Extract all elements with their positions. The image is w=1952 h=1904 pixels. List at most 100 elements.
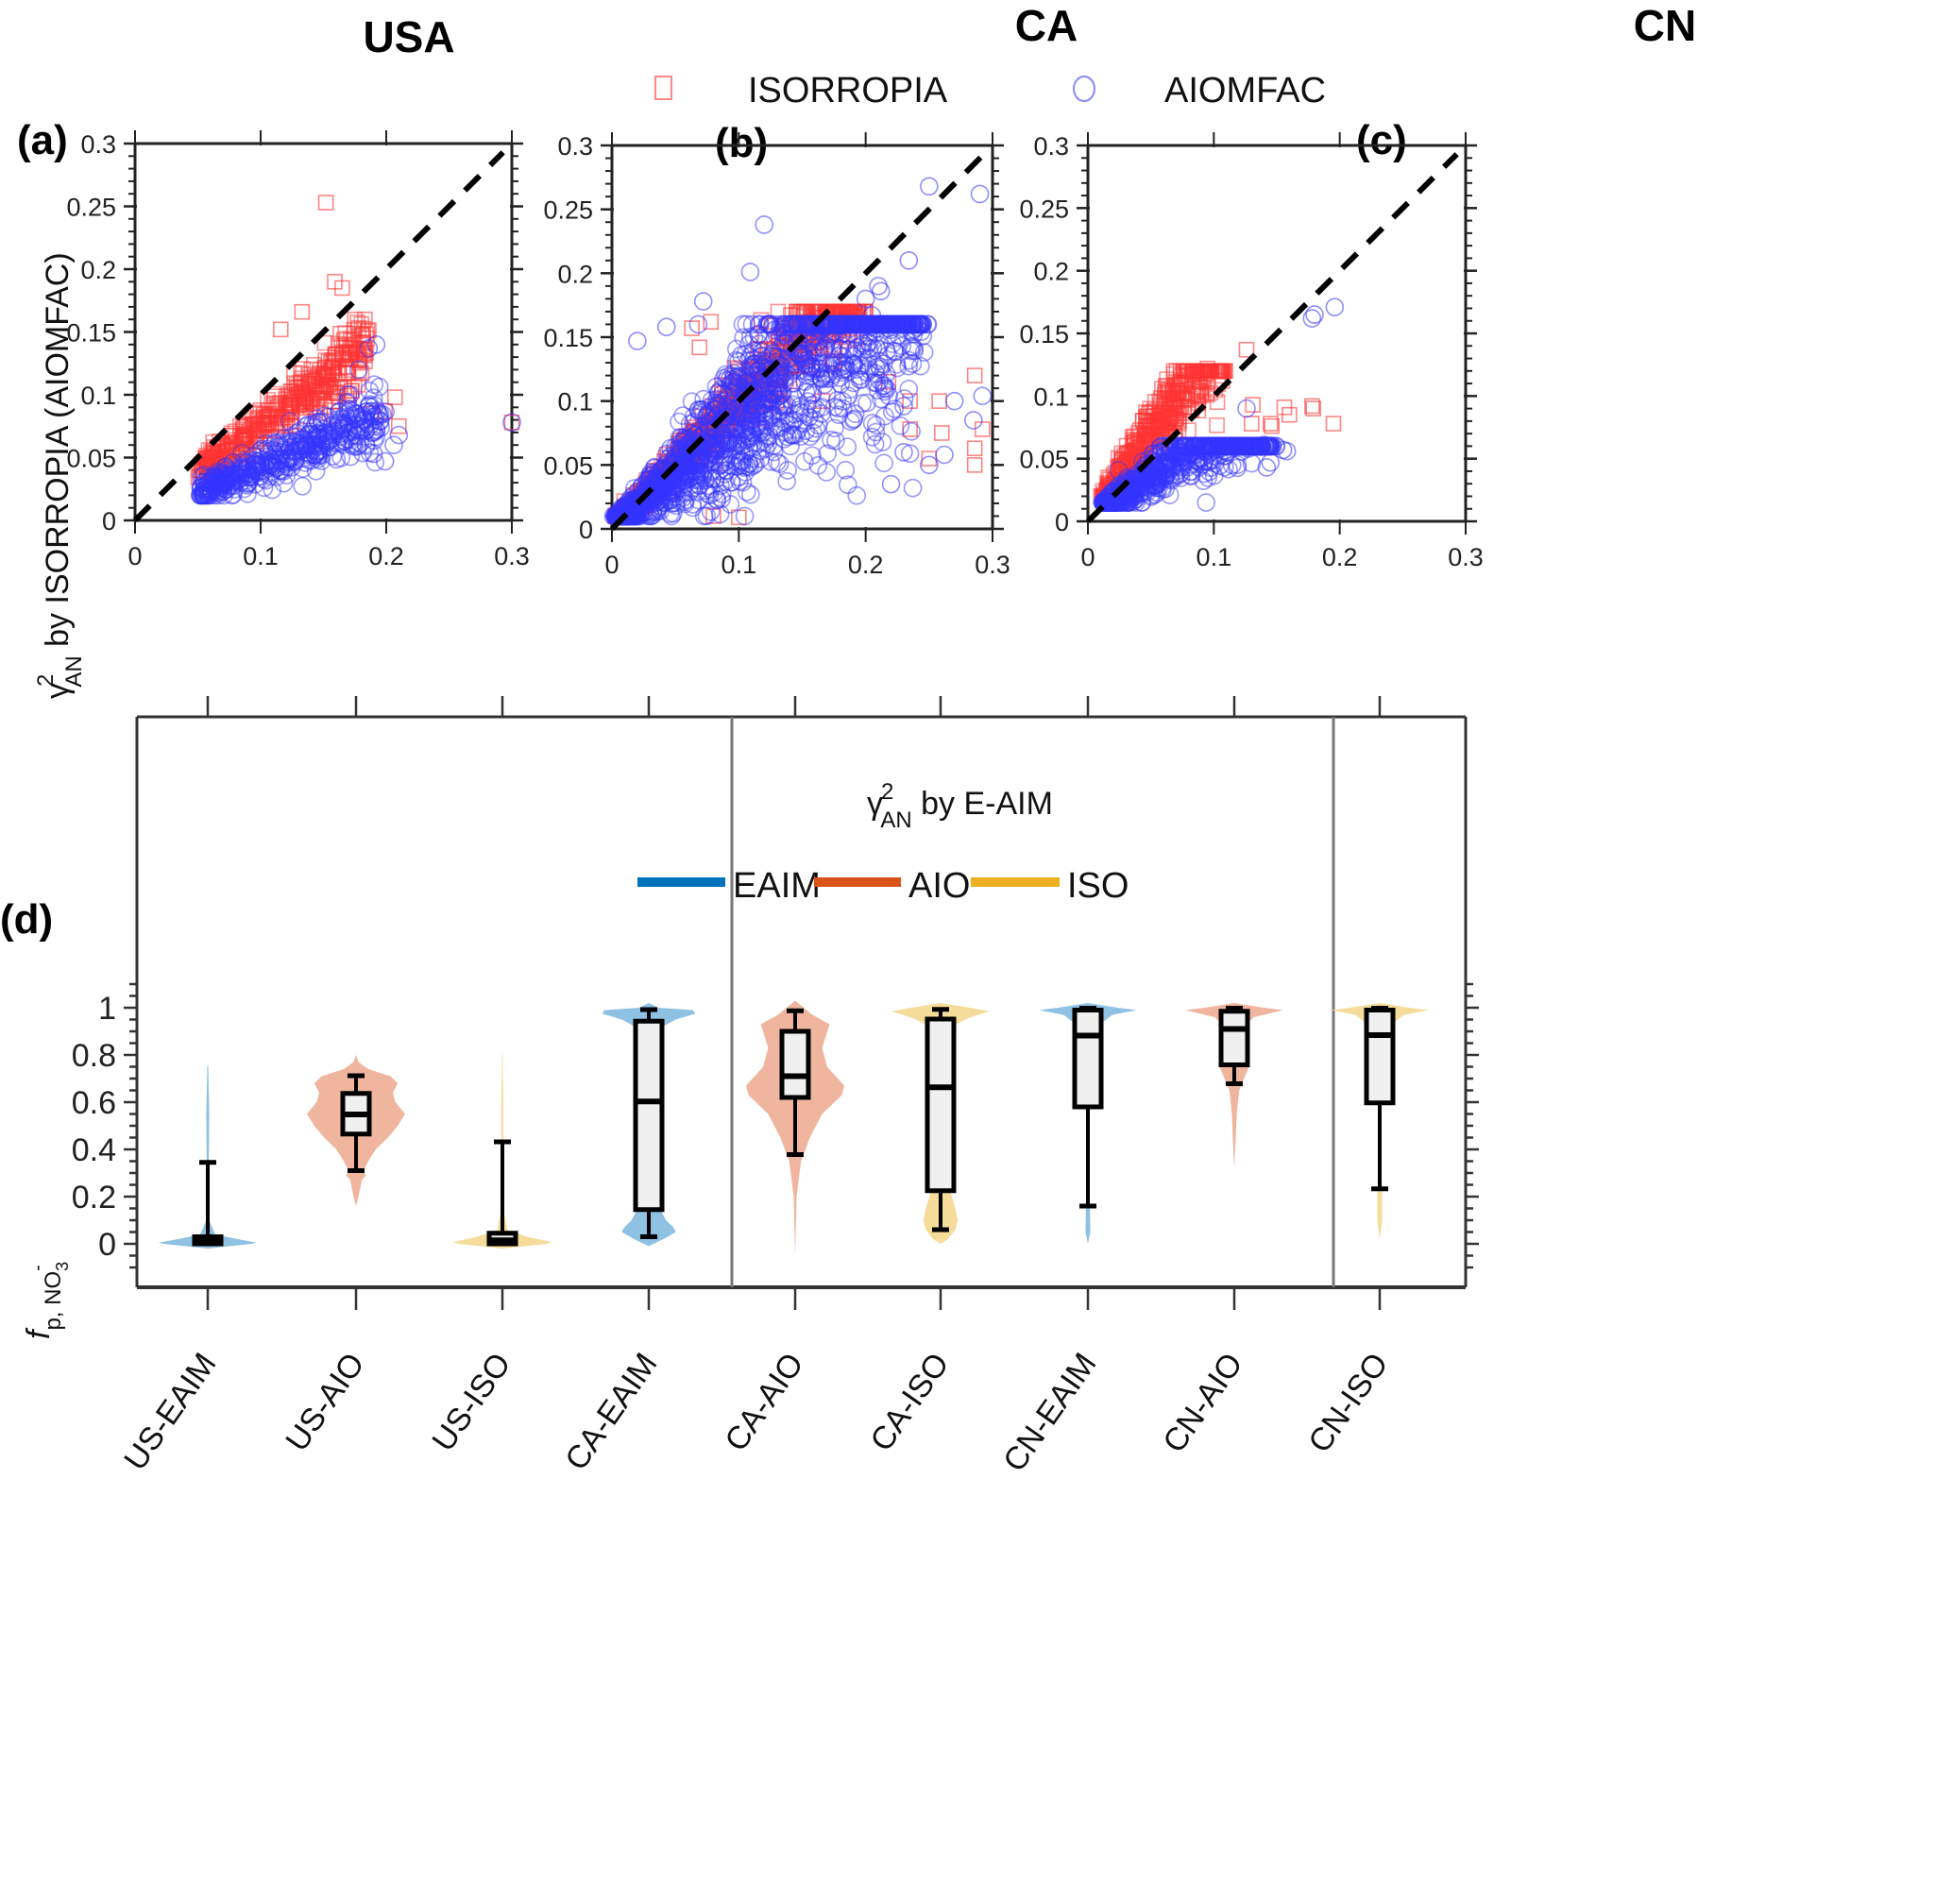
point bbox=[779, 314, 798, 334]
point bbox=[1167, 394, 1183, 411]
point bbox=[1167, 436, 1186, 456]
point bbox=[238, 416, 255, 433]
point bbox=[390, 417, 407, 434]
point bbox=[283, 396, 299, 413]
point bbox=[752, 441, 771, 460]
y-tick-label: 0.25 bbox=[543, 196, 593, 225]
point bbox=[651, 468, 670, 487]
point bbox=[703, 468, 721, 488]
x-tick-label: 0.1 bbox=[243, 542, 279, 570]
point bbox=[803, 446, 822, 466]
y-tick-label: 0.05 bbox=[66, 445, 116, 473]
scatter-legend: ISORROPIA AIOMFAC bbox=[654, 71, 1326, 110]
x-tick-label: 0.2 bbox=[368, 542, 404, 570]
point bbox=[944, 391, 964, 411]
point bbox=[761, 452, 780, 471]
point bbox=[1138, 427, 1155, 444]
point bbox=[709, 435, 729, 455]
point bbox=[856, 289, 875, 309]
point bbox=[224, 427, 241, 444]
point bbox=[903, 478, 923, 498]
y-tick-label: 0.3 bbox=[557, 132, 593, 161]
point bbox=[857, 363, 877, 382]
point bbox=[1160, 485, 1180, 504]
point bbox=[1151, 418, 1168, 435]
point bbox=[339, 430, 359, 450]
point bbox=[323, 447, 343, 466]
x-tick-label: 0.1 bbox=[1197, 543, 1232, 571]
point bbox=[873, 433, 892, 451]
point bbox=[1095, 493, 1114, 512]
point bbox=[359, 338, 379, 358]
point bbox=[811, 354, 831, 373]
point bbox=[974, 421, 991, 437]
y-tick-label: 0 bbox=[102, 507, 116, 536]
point bbox=[830, 339, 850, 358]
point bbox=[338, 358, 355, 375]
y-tick-label: 0.15 bbox=[66, 319, 116, 348]
point bbox=[902, 422, 921, 441]
point bbox=[1165, 391, 1181, 408]
x-tick-label: 0 bbox=[127, 542, 142, 570]
point bbox=[656, 462, 676, 482]
point bbox=[365, 375, 384, 395]
y-tick-label: 0.15 bbox=[1019, 320, 1069, 348]
point bbox=[1305, 400, 1321, 416]
y-tick-label: 0.1 bbox=[80, 382, 116, 410]
point bbox=[320, 366, 336, 382]
y-tick-label: 0.1 bbox=[557, 388, 593, 416]
point bbox=[641, 484, 661, 502]
point bbox=[1176, 363, 1193, 380]
point bbox=[735, 506, 755, 526]
point bbox=[272, 462, 291, 481]
point bbox=[802, 314, 822, 334]
point bbox=[628, 332, 647, 350]
point bbox=[1163, 415, 1180, 432]
point bbox=[738, 366, 757, 385]
point bbox=[252, 439, 272, 459]
point bbox=[272, 321, 289, 338]
point bbox=[899, 356, 918, 376]
point bbox=[839, 386, 858, 406]
point bbox=[789, 345, 809, 365]
point bbox=[246, 474, 265, 494]
point bbox=[343, 435, 362, 455]
panel-label-b: (b) bbox=[715, 120, 768, 166]
point bbox=[837, 314, 857, 334]
point bbox=[347, 311, 364, 328]
y-tick-label: 0.25 bbox=[1019, 195, 1069, 223]
y-tick-label: 0.3 bbox=[1033, 132, 1069, 161]
point bbox=[1238, 341, 1255, 358]
point bbox=[293, 477, 313, 496]
point bbox=[1164, 445, 1183, 465]
series-aiomfac bbox=[190, 334, 521, 505]
point bbox=[741, 484, 760, 504]
point bbox=[223, 453, 243, 472]
point bbox=[350, 320, 367, 336]
point bbox=[737, 483, 756, 502]
point bbox=[688, 314, 708, 334]
point bbox=[1193, 436, 1212, 456]
point bbox=[1171, 413, 1187, 430]
point bbox=[966, 367, 983, 383]
point bbox=[211, 477, 230, 496]
point bbox=[862, 306, 882, 325]
x-tick-label: 0 bbox=[1080, 543, 1095, 571]
y-tick-label: 0 bbox=[579, 516, 593, 544]
point bbox=[236, 416, 252, 434]
point bbox=[1200, 436, 1220, 456]
point bbox=[734, 388, 753, 408]
point bbox=[679, 465, 699, 484]
point bbox=[772, 409, 790, 429]
x-tick-label: 0 bbox=[604, 551, 619, 579]
panel-label-a: (a) bbox=[17, 117, 68, 163]
point bbox=[294, 303, 311, 320]
point bbox=[1209, 416, 1225, 434]
point bbox=[1304, 398, 1320, 415]
point bbox=[348, 360, 368, 380]
point bbox=[1228, 455, 1248, 474]
point bbox=[827, 391, 847, 410]
y-tick-label: 0 bbox=[1055, 508, 1069, 536]
point bbox=[701, 502, 721, 521]
